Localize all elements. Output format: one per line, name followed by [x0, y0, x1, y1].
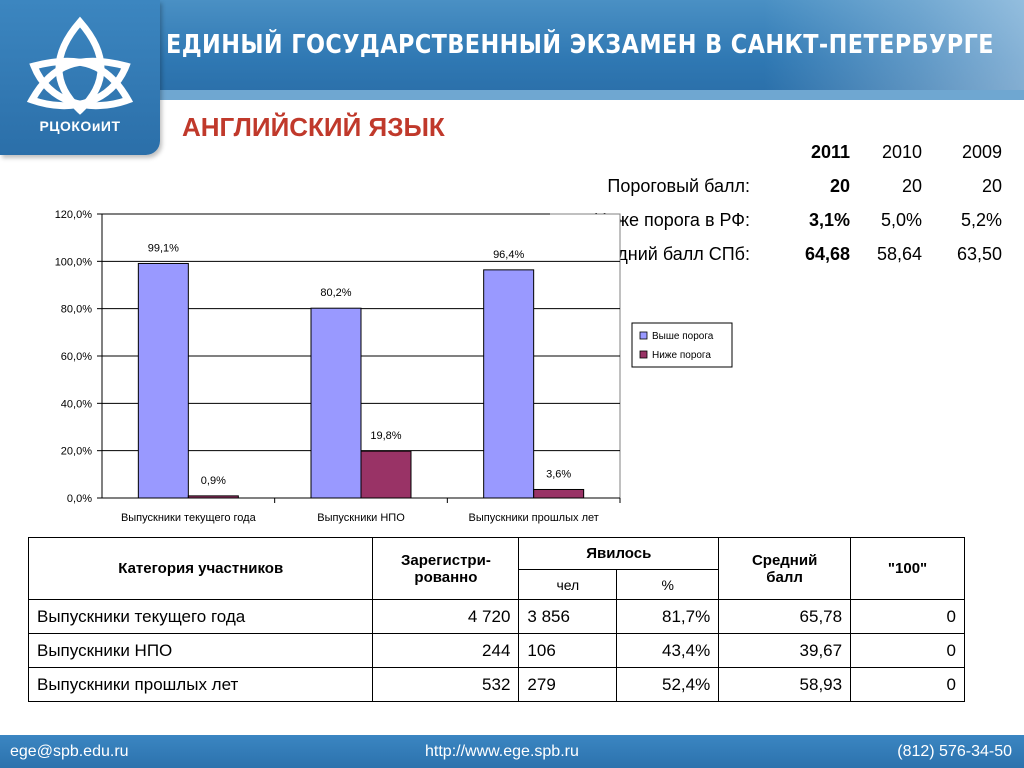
cell-hundred: 0: [850, 599, 965, 634]
table-header-row: Категория участников Зарегистри-рованно …: [27, 537, 965, 600]
legend-box: [631, 322, 733, 368]
table-row: Выпускники прошлых лет 532 279 52,4% 58,…: [27, 667, 965, 702]
data-label: 99,1%: [148, 242, 179, 254]
header-category: Категория участников: [27, 537, 374, 600]
city-skyline-image: [764, 0, 1024, 92]
bar: [310, 307, 362, 499]
bar-chart: 0,0% 20,0% 40,0% 60,0% 80,0% 100,0% 120,0% 99,1…: [0, 200, 740, 530]
summary-value: 64,68: [804, 244, 850, 264]
header-people: чел: [518, 569, 618, 600]
cell-percent: 52,4%: [616, 667, 720, 702]
bar: [187, 495, 239, 499]
header-avg: Средний балл: [718, 537, 852, 600]
summary-row: Пороговый балл: 20 20 20: [560, 176, 1010, 204]
year-2011: 2011: [810, 142, 850, 162]
x-category-label: Выпускники НПО: [317, 512, 405, 524]
cell-people: 106: [518, 633, 618, 668]
bar: [533, 488, 585, 499]
y-tick-label: 0,0%: [67, 493, 92, 505]
table-subheader-row: чел %: [29, 569, 965, 600]
summary-value: 5,0%: [880, 210, 922, 230]
trefoil-logo-icon: [26, 16, 134, 115]
header-percent: %: [616, 569, 720, 600]
table-row: Выпускники НПО 244 106 43,4% 39,67 0: [27, 633, 965, 668]
summary-row: Средний балл СПб: 64,68 58,64 63,50: [560, 244, 1010, 272]
data-label: 0,9%: [201, 475, 226, 487]
header-hundred: "100": [850, 537, 965, 600]
cell-hundred: 0: [850, 633, 965, 668]
header-registered-text: Зарегистри-рованно: [401, 551, 491, 586]
summary-value: 5,2%: [960, 210, 1002, 230]
table-row: Выпускники текущего года 4 720 3 856 81,…: [27, 599, 965, 634]
summary-value: 20: [829, 176, 850, 196]
legend-swatch: [639, 331, 648, 340]
summary-label: Ниже порога в РФ:: [593, 210, 750, 230]
cell-registered: 4 720: [372, 599, 520, 634]
data-label: 3,6%: [546, 468, 571, 480]
legend-swatch: [639, 350, 648, 359]
logo[interactable]: РЦОКОиИТ: [0, 0, 160, 155]
bar: [483, 269, 535, 499]
data-label: 96,4%: [493, 249, 524, 261]
participants-table: Категория участников Зарегистри-рованно …: [27, 537, 965, 702]
cell-hundred: 0: [850, 667, 965, 702]
year-2010: 2010: [881, 142, 922, 162]
summary-value: 20: [901, 176, 922, 196]
summary-value: 63,50: [956, 244, 1002, 264]
y-tick-label: 120,0%: [55, 209, 93, 221]
summary-label: Средний балл СПб:: [584, 244, 750, 264]
bar: [137, 262, 189, 499]
cell-avg: 58,93: [718, 667, 852, 702]
summary-header-row: 2011 2010 2009: [560, 142, 1010, 170]
summary-row: Ниже порога в РФ: 3,1% 5,0% 5,2%: [560, 210, 1010, 238]
header-banner: ЕДИНЫЙ ГОСУДАРСТВЕННЫЙ ЭКЗАМЕН В САНКТ-П…: [0, 0, 1024, 100]
summary-value: 3,1%: [808, 210, 850, 230]
header-registered: Зарегистри-рованно: [372, 537, 520, 600]
chart-svg: 0,0% 20,0% 40,0% 60,0% 80,0% 100,0% 120,0% 99,1…: [55, 209, 733, 524]
x-category-label: Выпускники прошлых лет: [469, 512, 599, 524]
page-title: ЕДИНЫЙ ГОСУДАРСТВЕННЫЙ ЭКЗАМЕН В САНКТ-П…: [166, 30, 995, 60]
y-tick-label: 100,0%: [55, 256, 93, 268]
cell-percent: 81,7%: [616, 599, 720, 634]
cell-registered: 532: [372, 667, 520, 702]
logo-text: РЦОКОиИТ: [39, 118, 121, 134]
cell-category: Выпускники прошлых лет: [27, 667, 374, 702]
data-label: 80,2%: [320, 287, 351, 299]
cell-registered: 244: [372, 633, 520, 668]
bar: [360, 450, 412, 499]
y-tick-label: 40,0%: [61, 398, 92, 410]
y-tick-label: 60,0%: [61, 351, 92, 363]
year-2009: 2009: [961, 142, 1002, 162]
cell-people: 279: [518, 667, 618, 702]
y-tick-label: 80,0%: [61, 304, 92, 316]
legend-label: Выше порога: [652, 331, 714, 342]
footer-email-link[interactable]: ege@spb.edu.ru: [10, 743, 129, 760]
summary-label: Пороговый балл:: [607, 176, 750, 196]
y-tick-label: 20,0%: [61, 446, 92, 458]
cell-people: 3 856: [518, 599, 618, 634]
cell-avg: 65,78: [718, 599, 852, 634]
cell-category: Выпускники НПО: [27, 633, 374, 668]
footer-url-link[interactable]: http://www.ege.spb.ru: [425, 743, 579, 760]
header-avg-text: Средний балл: [751, 551, 818, 586]
subject-title: АНГЛИЙСКИЙ ЯЗЫК: [182, 112, 445, 142]
footer-bar: ege@spb.edu.ru http://www.ege.spb.ru (81…: [0, 735, 1024, 768]
summary-value: 20: [981, 176, 1002, 196]
header-stripe: [160, 90, 1024, 100]
summary-value: 58,64: [876, 244, 922, 264]
data-label: 19,8%: [370, 430, 401, 442]
cell-percent: 43,4%: [616, 633, 720, 668]
cell-category: Выпускники текущего года: [27, 599, 374, 634]
header-appeared: Явилось: [518, 537, 720, 570]
x-category-label: Выпускники текущего года: [121, 512, 257, 524]
footer-phone: (812) 576-34-50: [897, 743, 1012, 760]
legend-label: Ниже порога: [652, 350, 711, 361]
cell-avg: 39,67: [718, 633, 852, 668]
